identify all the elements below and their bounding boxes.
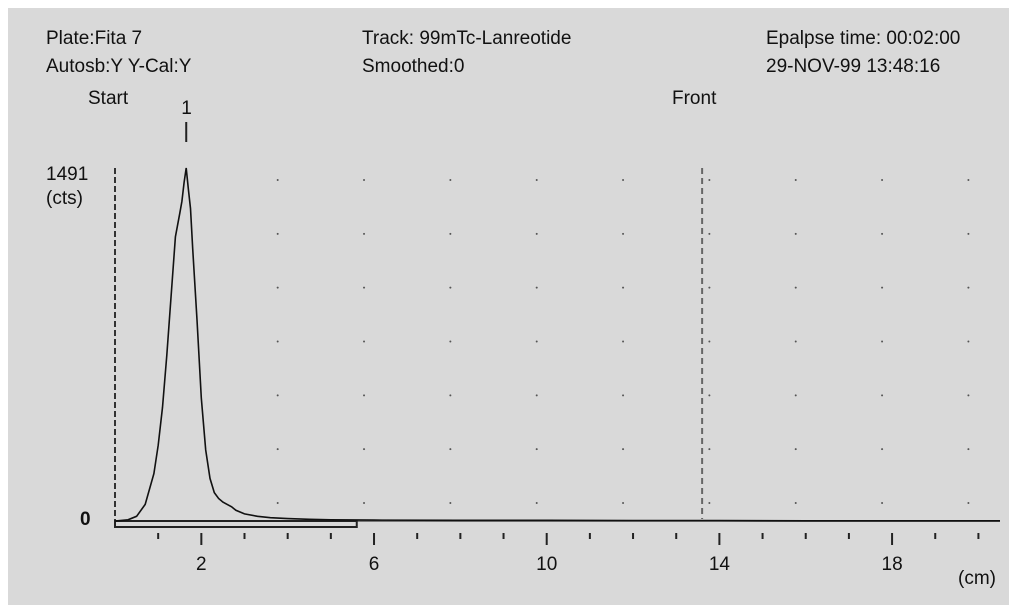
grid-dot [708,179,711,181]
grid-dot [276,340,279,343]
x-tick-label: 18 [882,554,903,575]
grid-dot [881,232,884,235]
grid-dot [794,394,797,397]
grid-dot [276,502,279,504]
grid-dot [449,448,452,451]
grid-dot [622,179,625,181]
chromatogram-panel: Plate:Fita 7 Autosb:Y Y-Cal:Y Track: 99m… [8,8,1009,605]
x-unit-label: (cm) [958,568,996,589]
x-ticks [157,533,980,545]
grid-dot [708,340,711,343]
y-max-label: 1491 [46,164,88,185]
x-tick-label: 14 [709,554,731,575]
x-tick-label: 2 [196,554,207,575]
grid-dot [449,394,452,397]
grid-dot [881,448,884,451]
grid-dot [449,340,452,343]
grid-dot [794,232,797,235]
grid-dot [535,448,538,451]
elapsed-time-label: Epalpse time: 00:02:00 [766,28,961,49]
grid-dot [794,448,797,451]
grid-dot [708,286,711,289]
grid-dot [794,340,797,343]
grid-dot [449,286,452,289]
grid-dot [363,232,366,235]
grid-dot [363,179,366,181]
grid-dot [363,286,366,289]
grid-dot [708,502,711,504]
grid-dot [622,448,625,451]
lane-bracket [114,520,358,528]
x-tick-labels: 2 6 10 14 18 [196,554,903,575]
grid-dot [708,232,711,235]
grid-dot [967,286,970,289]
grid-dot [708,448,711,451]
autosb-label: Autosb:Y Y-Cal:Y [46,56,192,77]
x-tick-label: 10 [536,554,557,575]
track-label: Track: 99mTc-Lanreotide [362,28,572,49]
grid-dot [967,179,970,181]
radiochromatogram-chart: 2 6 10 14 18 1491 (cts) 0 Start Front 1 (cm) [46,88,1000,589]
count-trace-line [114,167,1000,522]
grid-dot [881,286,884,289]
grid-dot [363,394,366,397]
grid-dot [276,179,279,181]
front-label: Front [672,88,717,109]
grid-dot [967,394,970,397]
grid-dot [449,179,452,181]
plate-label: Plate:Fita 7 [46,28,143,49]
grid-dot [794,502,797,504]
grid-dot [535,340,538,343]
grid-dot [535,502,538,504]
grid-dots [276,179,970,504]
grid-dot [881,179,884,181]
smoothed-label: Smoothed:0 [362,56,465,77]
grid-dot [276,232,279,235]
grid-dot [708,394,711,397]
grid-dot [449,232,452,235]
grid-dot [967,502,970,504]
grid-dot [363,448,366,451]
grid-dot [276,448,279,451]
start-label: Start [88,88,129,109]
y-unit-label: (cts) [46,188,83,209]
grid-dot [535,179,538,181]
grid-dot [622,340,625,343]
grid-dot [622,286,625,289]
grid-dot [967,232,970,235]
grid-dot [535,286,538,289]
grid-dot [535,232,538,235]
grid-dot [363,502,366,504]
grid-dot [967,340,970,343]
grid-dot [276,394,279,397]
grid-dot [449,502,452,504]
grid-dot [794,286,797,289]
grid-dot [967,448,970,451]
grid-dot [622,394,625,397]
grid-dot [794,179,797,181]
grid-dot [881,340,884,343]
grid-dot [535,394,538,397]
grid-dot [881,502,884,504]
x-tick-label: 6 [369,554,380,575]
y-min-label: 0 [80,509,91,530]
grid-dot [881,394,884,397]
grid-dot [622,502,625,504]
grid-dot [276,286,279,289]
grid-dot [622,232,625,235]
grid-dot [363,340,366,343]
datetime-label: 29-NOV-99 13:48:16 [766,56,941,77]
peak-marker-label: 1 [181,98,192,119]
